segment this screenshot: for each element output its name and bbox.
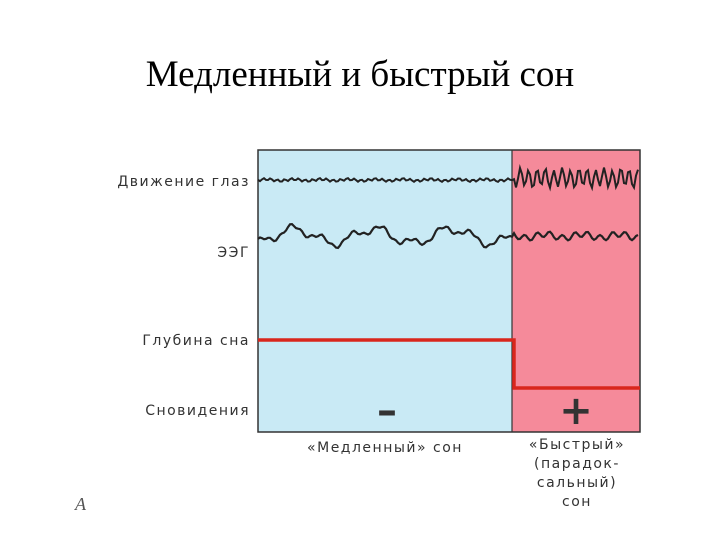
- eeg-trace: [257, 222, 639, 250]
- row-label: ЭЭГ: [217, 245, 250, 261]
- sleep-depth-line: [258, 338, 640, 390]
- row-label: Глубина сна: [142, 333, 250, 349]
- phase-label: (парадок-: [534, 456, 620, 472]
- row-label: Сновидения: [145, 403, 250, 419]
- phase-label: сальный): [537, 475, 617, 491]
- row-label: Движение глаз: [117, 174, 250, 190]
- eye-movement-trace: [257, 164, 639, 192]
- figure-label: А: [74, 494, 87, 514]
- fast-sleep-region: [512, 150, 640, 432]
- diagram-frame: [257, 149, 641, 433]
- slow-sleep-region: [258, 150, 512, 432]
- dreams-sign: +: [559, 388, 593, 434]
- phase-label: сон: [562, 494, 592, 510]
- slide-title: Медленный и быстрый сон: [146, 54, 574, 95]
- phase-label: «Медленный» сон: [307, 440, 463, 456]
- phase-label: «Быстрый»: [529, 437, 625, 453]
- dreams-sign: –: [377, 388, 397, 434]
